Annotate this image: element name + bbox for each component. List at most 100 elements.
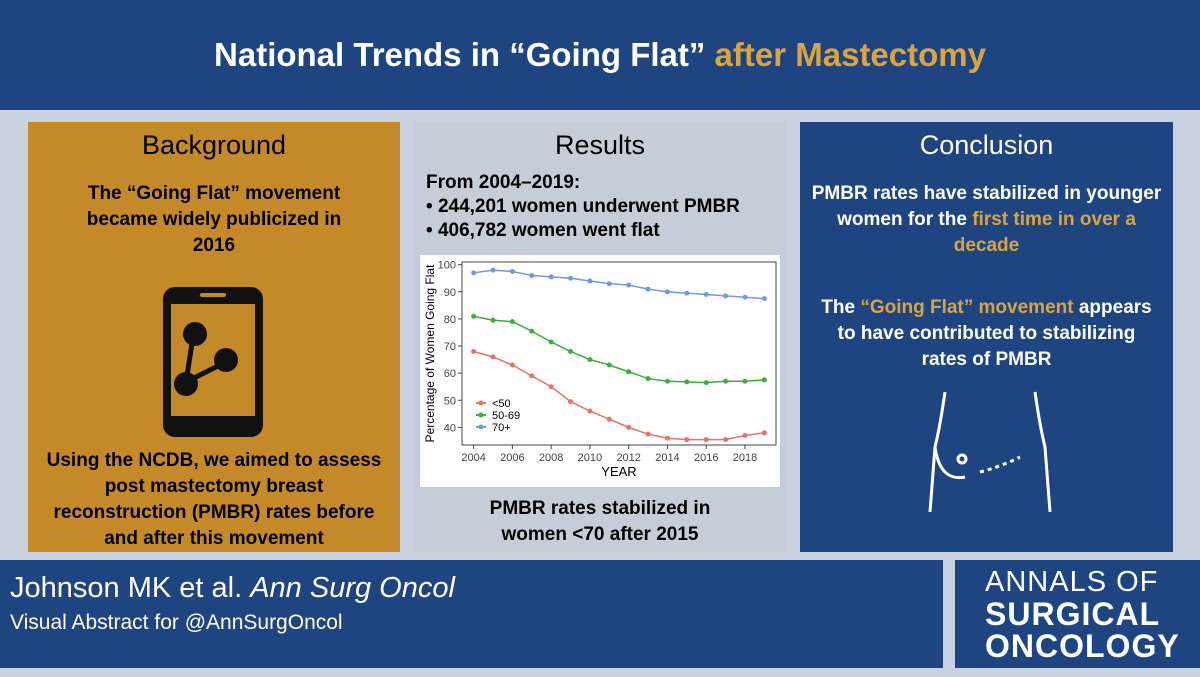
y-tick-label: 90	[444, 287, 456, 299]
point	[703, 380, 709, 386]
heading: Conclusion	[919, 130, 1054, 160]
bullet: • 244,201 women underwent PMBR	[426, 196, 740, 217]
point	[490, 354, 496, 360]
point	[626, 282, 632, 288]
line	[473, 315, 765, 384]
point	[509, 319, 515, 325]
header: National Trends in “Going Flat” after Ma…	[0, 0, 1200, 110]
logo-line: ONCOLOGY	[985, 628, 1180, 664]
point	[761, 430, 767, 436]
point	[664, 289, 670, 295]
y-tick-label: 80	[444, 314, 456, 326]
point	[664, 378, 670, 384]
point	[761, 377, 767, 383]
aim: Using the NCDB, we aimed to assess post …	[46, 450, 382, 549]
point	[645, 376, 651, 382]
background-panel: Background The “Going Flat” movement bec…	[28, 122, 400, 552]
point	[723, 293, 729, 299]
accent: “Going Flat” movement	[860, 297, 1074, 318]
logo-line: SURGICAL	[985, 596, 1161, 632]
point	[529, 328, 535, 334]
point	[509, 268, 515, 274]
x-tick-label: 2006	[500, 452, 524, 464]
logo-line: ANNALS OF	[985, 566, 1159, 598]
point	[606, 362, 612, 368]
title: National Trends in “Going Flat”	[214, 36, 706, 73]
point	[490, 317, 496, 323]
y-axis-title: Percentage of Women Going Flat	[423, 264, 437, 443]
point	[645, 431, 651, 437]
plot-frame	[461, 261, 777, 446]
line	[473, 350, 765, 441]
stats: From 2004–2019: • 244,201 women underwen…	[426, 171, 786, 243]
point	[664, 435, 670, 441]
y-tick-label: 60	[444, 368, 456, 380]
chart: 40 50 60 70 80 90 100 2004 2006 2008 2010 2012 2014 2…	[420, 255, 780, 487]
accent: first time in over a decade	[953, 209, 1136, 256]
point	[490, 267, 496, 273]
point	[471, 313, 477, 319]
legend-dot	[478, 424, 484, 430]
legend-dot	[478, 412, 484, 418]
point	[645, 286, 651, 292]
point	[568, 399, 574, 405]
logo: ANNALS OF SURGICAL ONCOLOGY	[955, 560, 1200, 668]
x-tick-label: 2010	[578, 452, 602, 464]
x-tick-label: 2012	[616, 452, 640, 464]
point	[587, 278, 593, 284]
text: appears to have contributed to stabilizi…	[837, 297, 1152, 370]
x-tick-label: 2004	[461, 452, 485, 464]
citation: Johnson MK et al. Ann Surg Oncol	[10, 572, 943, 605]
point	[723, 378, 729, 384]
point	[471, 270, 477, 276]
authors: Johnson MK et al.	[10, 572, 243, 604]
journal: Ann Surg Oncol	[250, 572, 455, 604]
x-tick-label: 2016	[694, 452, 718, 464]
point	[548, 384, 554, 390]
text: The	[821, 297, 856, 318]
point	[529, 273, 535, 279]
point	[548, 339, 554, 345]
x-tick-label: 2018	[733, 452, 757, 464]
point	[742, 378, 748, 384]
point	[548, 274, 554, 280]
line	[473, 269, 765, 300]
legend-label: 70+	[492, 422, 511, 434]
conclusion-1: PMBR rates have stabilized in younger wo…	[810, 181, 1163, 259]
point	[761, 296, 767, 302]
conclusion-panel: Conclusion PMBR rates have stabilized in…	[800, 122, 1173, 552]
legend-label: 50-69	[492, 410, 520, 422]
text: PMBR rates have stabilized in younger wo…	[811, 183, 1162, 230]
finding: PMBR rates stabilized in women <70 after…	[489, 498, 711, 545]
y-tick-label: 40	[444, 422, 456, 434]
x-tick-label: 2014	[655, 452, 679, 464]
point	[626, 424, 632, 430]
point	[568, 348, 574, 354]
bullet-text: 406,782 women went flat	[437, 220, 660, 241]
x-tick-label: 2008	[539, 452, 563, 464]
point	[742, 294, 748, 300]
results-panel: Results From 2004–2019: • 244,201 women …	[414, 122, 786, 552]
bullet: • 406,782 women went flat	[426, 220, 660, 241]
point	[626, 369, 632, 375]
point	[684, 290, 690, 296]
point	[529, 373, 535, 379]
footer: Johnson MK et al. Ann Surg Oncol Visual …	[0, 560, 943, 668]
point	[684, 437, 690, 443]
heading: Results	[554, 130, 646, 160]
legend-dot	[478, 400, 484, 406]
point	[723, 437, 729, 443]
x-axis-title: YEAR	[601, 464, 636, 479]
y-tick-label: 50	[444, 395, 456, 407]
y-tick-label: 100	[438, 260, 456, 272]
point	[684, 379, 690, 385]
body-icon	[928, 391, 1052, 513]
point	[587, 357, 593, 363]
point	[742, 433, 748, 439]
point	[568, 275, 574, 281]
phone-icon	[163, 287, 263, 437]
point	[703, 437, 709, 443]
point	[587, 408, 593, 414]
point	[509, 362, 515, 368]
